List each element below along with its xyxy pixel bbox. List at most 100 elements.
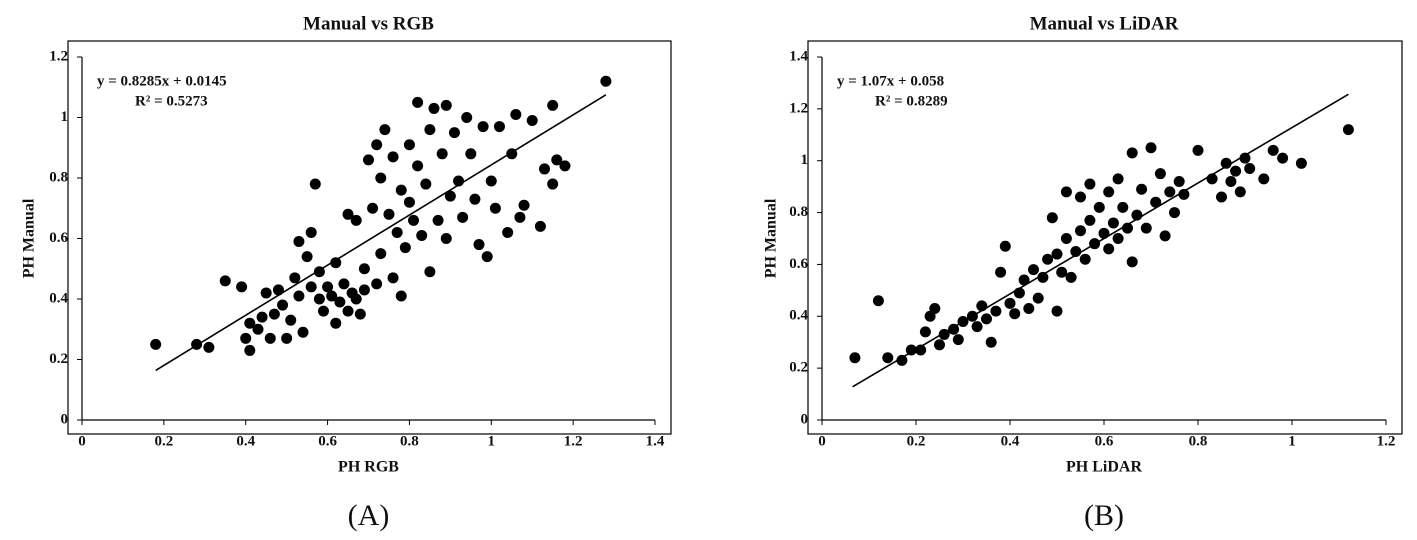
data-point [1117,201,1129,213]
y-tick-label: 0 [61,411,69,427]
x-tick-label: 1.2 [564,433,583,449]
data-point [915,344,927,356]
data-point [849,352,861,364]
data-point [1018,274,1030,286]
data-point [1267,144,1279,156]
data-point [981,313,992,325]
data-point [919,326,931,338]
data-point [387,151,399,163]
data-point [354,308,366,320]
data-point [990,305,1002,317]
equation-annotation: y = 0.8285x + 0.0145 [97,73,227,89]
y-tick-label: 1.2 [789,100,808,116]
data-point [420,178,432,190]
data-point [436,148,448,160]
data-point [999,240,1011,252]
data-point [493,121,505,133]
data-point [1112,233,1124,244]
data-point [305,281,317,293]
data-point [882,352,894,364]
data-point [1159,230,1171,242]
data-point [1234,186,1246,198]
x-tick-label: 1 [1288,433,1296,449]
data-point [1084,214,1096,226]
data-point [277,299,289,311]
equation-annotation: y = 1.07x + 0.058 [837,73,944,89]
data-point [363,154,374,166]
data-point [547,178,559,190]
data-point [399,242,411,254]
y-tick-label: 0.8 [789,204,808,220]
data-point [375,172,387,184]
data-point [1093,201,1105,213]
plot-frame [67,40,672,435]
data-point [1258,173,1270,185]
data-point [1046,212,1058,224]
data-point [1126,147,1138,159]
data-point [330,257,342,269]
data-point [1004,297,1016,309]
data-point [264,332,276,344]
data-point [367,202,379,214]
y-tick-label: 0 [801,411,809,427]
data-point [1136,183,1148,195]
data-point [416,229,428,241]
plot-frame [807,40,1403,435]
data-point [305,226,317,238]
y-tick-label: 1.2 [49,48,68,64]
data-point [293,236,305,248]
data-point [1060,233,1072,244]
data-point [440,233,452,244]
x-tick-label: 0.4 [1001,433,1020,449]
data-point [383,208,395,220]
data-point [1084,178,1096,190]
x-tick-label: 0.2 [154,433,173,449]
data-point [1037,271,1049,283]
x-axis-label: PH LiDAR [1066,459,1142,476]
data-point [896,354,908,366]
data-point [1145,142,1157,154]
data-point [473,239,485,251]
data-point [1192,144,1204,156]
data-point [403,196,415,208]
data-point [256,311,268,323]
data-point [985,336,997,348]
data-point [1075,191,1086,203]
y-tick-label: 1 [801,152,809,168]
data-point [285,314,297,326]
y-axis-label: PH Manual [21,198,38,278]
data-point [1173,175,1185,187]
data-point [489,202,501,214]
data-point [518,199,530,211]
data-point [1342,124,1354,136]
data-point [350,293,362,305]
data-point [395,290,407,302]
y-tick-label: 0.6 [49,230,68,246]
data-point [408,214,420,226]
y-tick-label: 1 [61,109,69,125]
data-point [240,332,252,344]
data-point [1103,186,1115,198]
y-tick-label: 1.4 [789,48,808,64]
data-point [260,287,272,299]
chart-title: Manual vs LiDAR [1030,13,1179,34]
data-point [358,284,370,296]
data-point [244,317,256,329]
data-point [461,112,473,123]
data-point [1178,188,1190,200]
data-point [1060,186,1072,198]
data-point [485,175,497,187]
data-point [600,75,612,87]
y-tick-label: 0.2 [789,360,808,376]
panel-label: (B) [1084,499,1124,532]
data-point [326,290,338,302]
data-point [412,160,424,172]
trendline [852,93,1349,388]
equation-annotation: R² = 0.8289 [875,93,948,109]
data-point [293,290,305,302]
data-point [1239,152,1251,164]
data-point [1042,253,1054,265]
data-point [432,214,444,226]
data-point [371,139,383,151]
